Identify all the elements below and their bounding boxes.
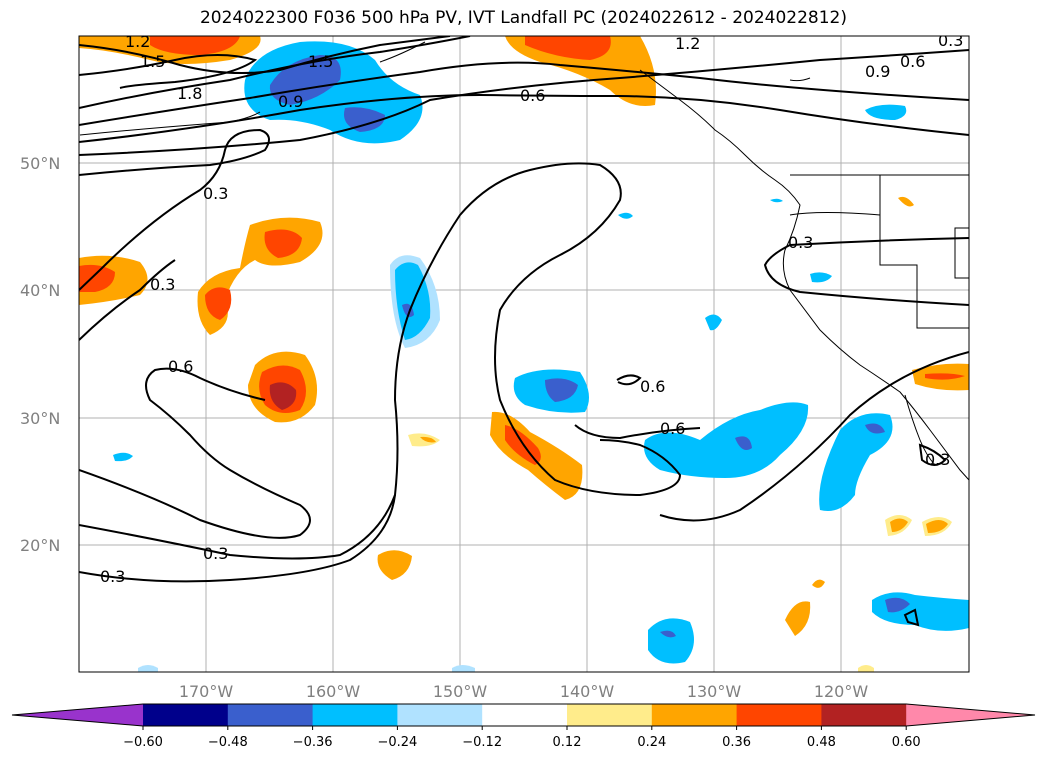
pc-blob-negative bbox=[810, 272, 832, 283]
lon-label-160w: 160°W bbox=[306, 682, 361, 701]
latitude-labels: 50°N 40°N 30°N 20°N bbox=[20, 154, 60, 555]
colorbar-tick-label: −0.60 bbox=[123, 735, 163, 750]
pc-blob-negative bbox=[865, 104, 907, 120]
contour-label: 1.8 bbox=[177, 84, 202, 103]
lat-label-30n: 30°N bbox=[20, 409, 60, 428]
colorbar-segment bbox=[651, 704, 738, 726]
pc-blob-positive bbox=[269, 382, 297, 410]
pc-blob-negative bbox=[138, 665, 158, 672]
contour-label: 0.6 bbox=[168, 357, 193, 376]
coastlines bbox=[79, 41, 969, 481]
colorbar-tick-label: 0.36 bbox=[722, 735, 751, 750]
colorbar-segment bbox=[567, 704, 653, 726]
pc-blob-positive bbox=[812, 579, 825, 588]
contour-label: 0.3 bbox=[100, 567, 125, 586]
contour-label: 1.5 bbox=[308, 52, 333, 71]
pc-blob-negative bbox=[735, 436, 752, 451]
pc-blob-negative bbox=[452, 665, 475, 672]
colorbar-segment bbox=[736, 704, 822, 726]
contour-label: 0.3 bbox=[925, 450, 950, 469]
colorbar-tick-label: −0.36 bbox=[293, 735, 333, 750]
map-area bbox=[79, 36, 969, 672]
pc-blob-positive bbox=[205, 287, 232, 320]
lon-label-130w: 130°W bbox=[687, 682, 742, 701]
pc-blob-negative bbox=[644, 402, 809, 478]
gridlines bbox=[79, 36, 969, 672]
lat-label-40n: 40°N bbox=[20, 281, 60, 300]
contour-label: 0.6 bbox=[520, 86, 545, 105]
pc-blob-negative bbox=[705, 314, 722, 331]
contour-label: 0.6 bbox=[900, 52, 925, 71]
map-frame bbox=[78, 35, 970, 673]
colorbar-tick-label: −0.48 bbox=[208, 735, 248, 750]
longitude-labels: 170°W 160°W 150°W 140°W 130°W 120°W bbox=[179, 682, 869, 701]
colorbar-tick-label: −0.12 bbox=[462, 735, 502, 750]
pc-blob-negative bbox=[770, 198, 783, 203]
pc-blob-positive bbox=[264, 229, 302, 258]
pc-blob-positive bbox=[525, 36, 611, 60]
lon-label-150w: 150°W bbox=[433, 682, 488, 701]
pc-blob-positive bbox=[505, 36, 656, 106]
colorbar-segment bbox=[143, 704, 229, 726]
pc-blob-positive bbox=[150, 36, 240, 55]
lon-label-140w: 140°W bbox=[560, 682, 615, 701]
contour-label: 0.9 bbox=[865, 62, 890, 81]
contour-label: 0.3 bbox=[150, 275, 175, 294]
pc-blob-positive bbox=[858, 665, 874, 672]
colorbar-tick-label: 0.24 bbox=[637, 735, 666, 750]
pc-blob-negative bbox=[344, 107, 385, 132]
pc-blob-negative bbox=[618, 212, 633, 219]
lon-label-120w: 120°W bbox=[814, 682, 869, 701]
colorbar-segment bbox=[227, 704, 314, 726]
colorbar-segment bbox=[821, 704, 907, 726]
contour-label: 0.3 bbox=[788, 233, 813, 252]
contour-label: 1.2 bbox=[125, 32, 150, 51]
contour-labels: 1.2 1.5 1.8 1.5 0.9 1.2 0.6 0.9 0.6 0.3 … bbox=[100, 31, 963, 586]
map-title: 2024022300 F036 500 hPa PV, IVT Landfall… bbox=[199, 8, 847, 28]
contour-label: 0.3 bbox=[203, 544, 228, 563]
contour-label: 1.2 bbox=[675, 34, 700, 53]
pc-blob-positive bbox=[377, 550, 412, 580]
contour-label: 0.9 bbox=[278, 92, 303, 111]
colorbar-segment bbox=[397, 704, 483, 726]
pc-blob-negative bbox=[885, 597, 910, 613]
pc-blob-negative bbox=[819, 413, 893, 511]
lat-label-50n: 50°N bbox=[20, 154, 60, 173]
pc-blob-positive bbox=[890, 518, 908, 532]
lon-label-170w: 170°W bbox=[179, 682, 234, 701]
colorbar: −0.60 −0.48 −0.36 −0.24 −0.12 0.12 0.24 0.36 0.4… bbox=[11, 703, 1036, 750]
pc-blob-positive bbox=[785, 601, 811, 636]
pc-blob-positive bbox=[925, 373, 965, 380]
colorbar-extend-high bbox=[906, 704, 1035, 726]
pc-blob-positive bbox=[926, 520, 948, 533]
colorbar-tick-label: 0.48 bbox=[807, 735, 836, 750]
pc-blob-positive bbox=[898, 196, 914, 207]
contour-label: 0.6 bbox=[640, 377, 665, 396]
colorbar-segment bbox=[312, 704, 398, 726]
contour-label: 0.6 bbox=[660, 419, 685, 438]
colorbar-tick-label: 0.60 bbox=[892, 735, 921, 750]
contour-label: 0.3 bbox=[203, 184, 228, 203]
pc-blob-positive bbox=[420, 436, 436, 443]
pc-blob-negative bbox=[113, 452, 133, 462]
colorbar-tick-label: 0.12 bbox=[553, 735, 582, 750]
lat-label-20n: 20°N bbox=[20, 536, 60, 555]
colorbar-segment bbox=[482, 704, 568, 726]
contour-label: 0.3 bbox=[938, 31, 963, 50]
contour-label: 1.5 bbox=[140, 52, 165, 71]
pc-blob-negative bbox=[648, 618, 694, 664]
pv-contours bbox=[79, 36, 969, 627]
pc-blob-negative bbox=[660, 630, 676, 638]
pc-blob-negative bbox=[865, 423, 885, 434]
pc-blob-negative bbox=[545, 378, 578, 402]
pc-blob-positive bbox=[79, 264, 115, 292]
colorbar-extend-low bbox=[12, 704, 143, 726]
colorbar-tick-label: −0.24 bbox=[377, 735, 417, 750]
